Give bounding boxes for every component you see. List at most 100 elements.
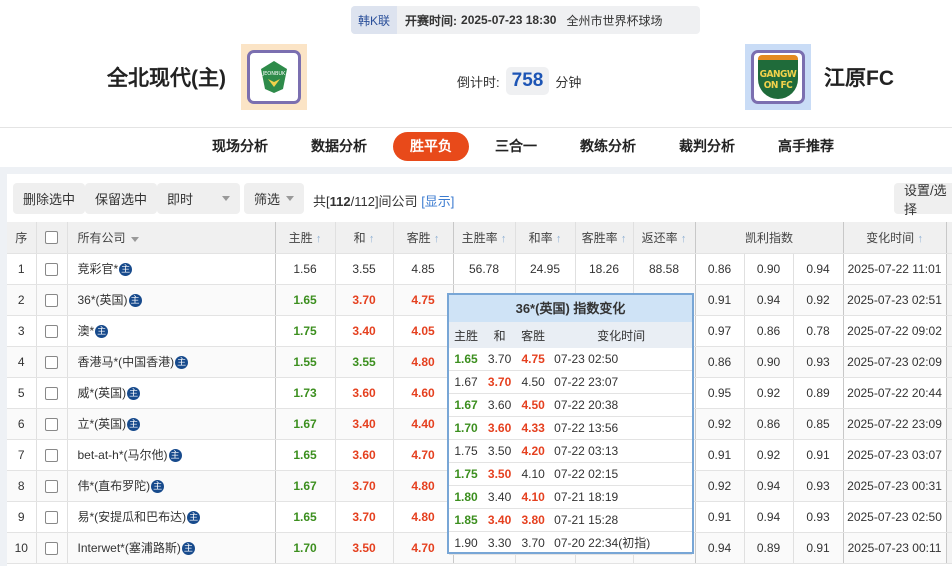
odds-draw[interactable]: 3.70 — [335, 501, 394, 533]
kelly-value: 0.94 — [695, 532, 745, 564]
odds-away[interactable]: 4.40 — [393, 408, 454, 440]
row-checkbox[interactable] — [36, 408, 68, 440]
company-name[interactable]: 威*(英国) 主 — [67, 377, 276, 409]
col-home[interactable]: 主胜 ↑ — [275, 222, 336, 254]
row-action[interactable] — [946, 501, 952, 533]
odds-away[interactable]: 4.70 — [393, 439, 454, 471]
company-name[interactable]: 澳* 主 — [67, 315, 276, 347]
row-action[interactable] — [946, 253, 952, 285]
tab-3[interactable]: 三合一 — [495, 138, 537, 154]
row-checkbox[interactable] — [36, 284, 68, 316]
odds-away[interactable]: 4.60 — [393, 377, 454, 409]
row-checkbox[interactable] — [36, 470, 68, 502]
odds-home[interactable]: 1.55 — [275, 346, 336, 378]
row-action[interactable] — [946, 284, 952, 316]
popup-row: 1.90 3.30 3.70 07-20 22:34(初指) — [449, 531, 692, 555]
row-action[interactable] — [946, 439, 952, 471]
home-team-logo[interactable]: JEONBUK — [241, 44, 307, 110]
odds-away[interactable]: 4.80 — [393, 470, 454, 502]
row-action[interactable] — [946, 408, 952, 440]
company-name[interactable]: 36*(英国) 主 — [67, 284, 276, 316]
odds-change-popup: 36*(英国) 指数变化 主胜和客胜 变化时间 1.65 3.70 4.75 07-23 … — [447, 293, 694, 555]
odds-home[interactable]: 1.65 — [275, 501, 336, 533]
row-checkbox[interactable] — [36, 315, 68, 347]
row-checkbox[interactable] — [36, 346, 68, 378]
company-name[interactable]: 伟*(直布罗陀) 主 — [67, 470, 276, 502]
company-name[interactable]: 香港马*(中国香港) 主 — [67, 346, 276, 378]
odds-draw[interactable]: 3.40 — [335, 315, 394, 347]
odds-draw[interactable]: 3.50 — [335, 532, 394, 564]
odds-home[interactable]: 1.70 — [275, 532, 336, 564]
select-all-checkbox[interactable] — [36, 222, 68, 254]
col-return-rate[interactable]: 返还率 ↑ — [633, 222, 696, 254]
change-time: 2025-07-22 23:09 — [843, 408, 947, 440]
col-company[interactable]: 所有公司 — [67, 222, 276, 254]
odds-home[interactable]: 1.56 — [275, 253, 336, 285]
company-count: 共[112/112]间公司 [显示] — [313, 191, 454, 210]
tab-4[interactable]: 教练分析 — [580, 138, 636, 154]
keep-selected-button[interactable]: 保留选中 — [85, 183, 158, 214]
popup-row: 1.65 3.70 4.75 07-23 02:50 — [449, 348, 692, 372]
odds-home[interactable]: 1.67 — [275, 408, 336, 440]
home-team-name[interactable]: 全北现代(主) — [107, 67, 226, 90]
odds-away[interactable]: 4.75 — [393, 284, 454, 316]
odds-home[interactable]: 1.65 — [275, 284, 336, 316]
away-team-logo[interactable]: GANGWON FC — [745, 44, 811, 110]
odds-away[interactable]: 4.80 — [393, 346, 454, 378]
odds-draw[interactable]: 3.60 — [335, 439, 394, 471]
tab-1[interactable]: 数据分析 — [311, 138, 367, 154]
row-action[interactable] — [946, 470, 952, 502]
row-checkbox[interactable] — [36, 439, 68, 471]
tab-2[interactable]: 胜平负 — [393, 132, 469, 161]
show-link[interactable]: [显示] — [421, 194, 455, 209]
company-name[interactable]: 竞彩官* 主 — [67, 253, 276, 285]
away-logo-text: GANGWON FC — [758, 55, 798, 99]
odds-home[interactable]: 1.67 — [275, 470, 336, 502]
row-checkbox[interactable] — [36, 501, 68, 533]
tab-5[interactable]: 裁判分析 — [679, 138, 735, 154]
tab-0[interactable]: 现场分析 — [212, 138, 268, 154]
tab-6[interactable]: 高手推荐 — [778, 138, 834, 154]
table-row[interactable]: 1 竞彩官* 主 1.56 3.55 4.85 56.78 24.95 18.26 88.58 0… — [7, 253, 952, 285]
odds-home[interactable]: 1.73 — [275, 377, 336, 409]
odds-away[interactable]: 4.70 — [393, 532, 454, 564]
odds-home[interactable]: 1.65 — [275, 439, 336, 471]
col-away-rate[interactable]: 客胜率 ↑ — [575, 222, 634, 254]
odds-away[interactable]: 4.85 — [393, 253, 454, 285]
col-home-rate[interactable]: 主胜率 ↑ — [453, 222, 516, 254]
odds-away[interactable]: 4.80 — [393, 501, 454, 533]
col-change-time[interactable]: 变化时间 ↑ — [843, 222, 947, 254]
row-index: 10 — [7, 532, 37, 564]
odds-draw[interactable]: 3.70 — [335, 284, 394, 316]
row-checkbox[interactable] — [36, 532, 68, 564]
row-action[interactable] — [946, 315, 952, 347]
row-action[interactable] — [946, 346, 952, 378]
mode-select[interactable]: 即时 — [157, 183, 240, 214]
popup-time: 07-21 15:28 — [550, 508, 692, 532]
popup-row: 1.67 3.70 4.50 07-22 23:07 — [449, 370, 692, 395]
odds-draw[interactable]: 3.55 — [335, 253, 394, 285]
row-action[interactable] — [946, 532, 952, 564]
odds-home[interactable]: 1.75 — [275, 315, 336, 347]
row-checkbox[interactable] — [36, 253, 68, 285]
col-draw[interactable]: 和 ↑ — [335, 222, 394, 254]
odds-away[interactable]: 4.05 — [393, 315, 454, 347]
settings-button[interactable]: 设置/选择 — [894, 183, 952, 217]
row-action[interactable] — [946, 377, 952, 409]
company-name[interactable]: Interwet*(塞浦路斯) 主 — [67, 532, 276, 564]
away-team-name[interactable]: 江原FC — [824, 67, 894, 90]
delete-selected-button[interactable]: 删除选中 — [13, 183, 86, 214]
odds-draw[interactable]: 3.40 — [335, 408, 394, 440]
col-draw-rate[interactable]: 和率 ↑ — [515, 222, 576, 254]
company-name[interactable]: bet-at-h*(马尔他) 主 — [67, 439, 276, 471]
row-index: 5 — [7, 377, 37, 409]
row-checkbox[interactable] — [36, 377, 68, 409]
odds-draw[interactable]: 3.60 — [335, 377, 394, 409]
filter-dropdown[interactable]: 筛选 — [244, 183, 305, 214]
odds-draw[interactable]: 3.70 — [335, 470, 394, 502]
company-name[interactable]: 立*(英国) 主 — [67, 408, 276, 440]
league-tag[interactable]: 韩K联 — [351, 6, 398, 34]
odds-draw[interactable]: 3.55 — [335, 346, 394, 378]
col-away[interactable]: 客胜 ↑ — [393, 222, 454, 254]
company-name[interactable]: 易*(安提瓜和巴布达) 主 — [67, 501, 276, 533]
